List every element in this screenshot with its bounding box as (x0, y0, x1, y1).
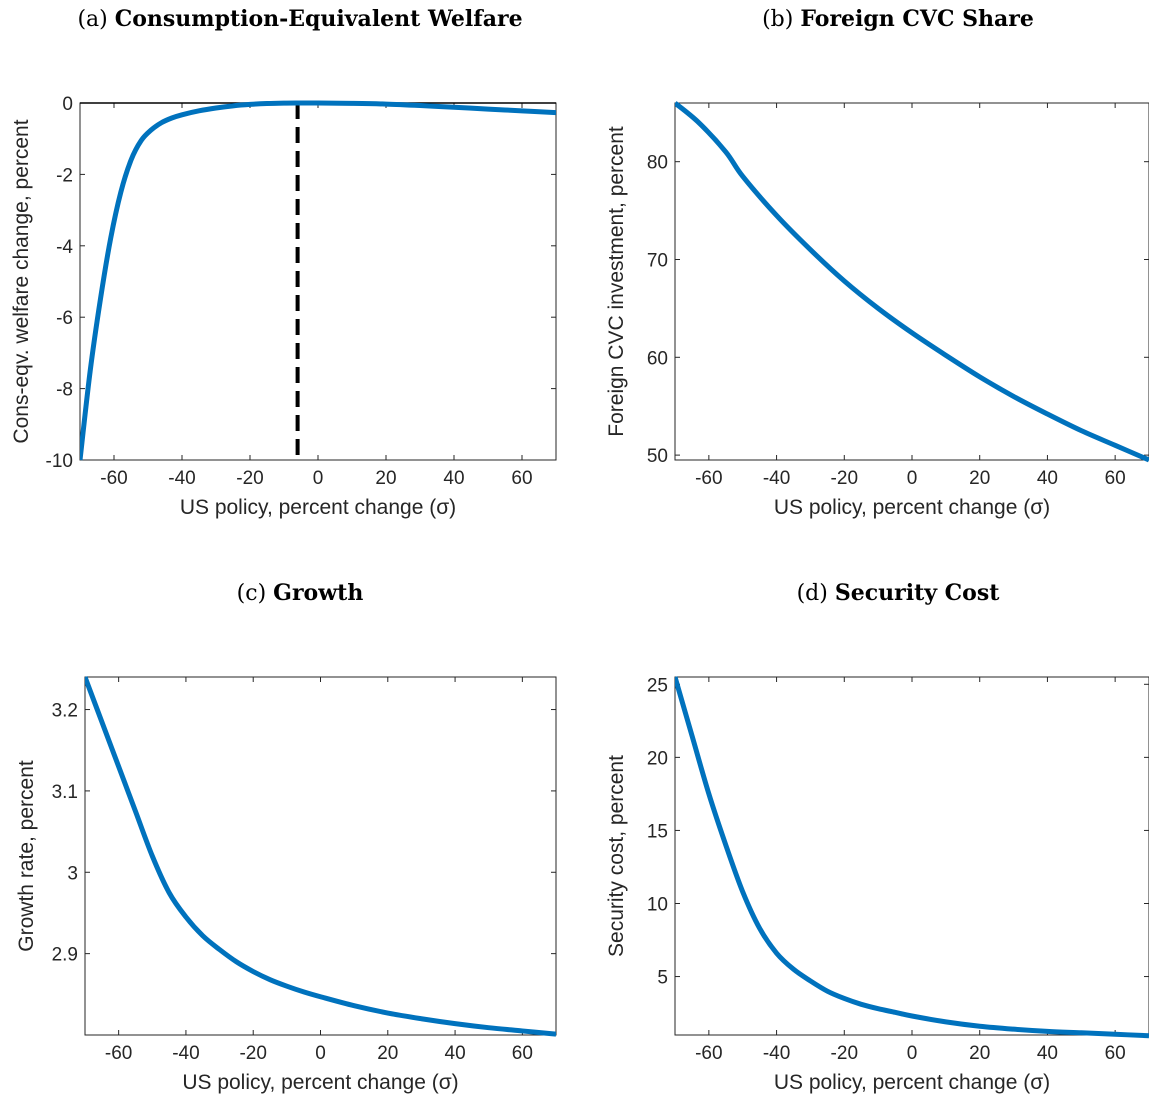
panel-c-xtick-label: 40 (445, 1043, 466, 1064)
panel-d-ytick-label: 15 (647, 821, 668, 842)
panel-d-series-line (675, 676, 1149, 1039)
panel-a-xlabel: US policy, percent change (σ) (180, 496, 456, 519)
panel-d-xtick-label: 60 (1105, 1043, 1126, 1064)
panel-c-ytick-label: 3.1 (52, 782, 78, 803)
panel-c-xtick-label: 60 (512, 1043, 533, 1064)
panel-a-xtick-label: -20 (236, 468, 263, 489)
panel-a-xtick-label: -60 (100, 468, 127, 489)
panel-b-xtick-label: 60 (1105, 468, 1126, 489)
panel-b-xtick-label: 20 (969, 468, 990, 489)
panel-a-series-line (80, 100, 556, 461)
panel-a-ytick-label: -4 (56, 237, 73, 258)
panel-b-xtick-label: -20 (831, 468, 858, 489)
panel-b-xlabel: US policy, percent change (σ) (774, 496, 1050, 519)
panel-c-label: (c) (236, 581, 267, 606)
panel-b-title-text: Foreign CVC Share (800, 6, 1034, 32)
panel-b: -60 -40 -20 0 20 40 60 50 60 70 80 US policy, perce… (605, 101, 1149, 519)
panel-d-ytick-label: 25 (647, 675, 668, 696)
panel-b-title: (b) Foreign CVC Share (762, 6, 1034, 32)
panel-d-xtick-label: 40 (1037, 1043, 1058, 1064)
panel-b-xtick-label: 40 (1037, 468, 1058, 489)
panel-d-xtick-label: -20 (831, 1043, 858, 1064)
panel-a-xtick-label: -40 (168, 468, 195, 489)
panel-a-xtick-label: 40 (443, 468, 464, 489)
panel-c-xtick-label: -20 (239, 1043, 266, 1064)
panel-b-label: (b) (762, 7, 794, 32)
panel-d-axes-box (674, 676, 1149, 1036)
panel-a-title: (a) Consumption-Equivalent Welfare (77, 6, 522, 32)
panel-a-xtick-label: 20 (375, 468, 396, 489)
panel-b-xtick-label: 0 (907, 468, 918, 489)
panel-c-xlabel: US policy, percent change (σ) (182, 1071, 458, 1094)
panel-b-ylabel: Foreign CVC investment, percent (605, 126, 628, 437)
panel-c-xtick-label: 20 (377, 1043, 398, 1064)
panel-d-ytick-label: 10 (647, 894, 668, 915)
panel-a-title-text: Consumption-Equivalent Welfare (114, 6, 523, 32)
panel-b-ytick-label: 80 (647, 153, 668, 174)
panel-a-axes-box (79, 102, 557, 461)
panel-c-ytick-label: 3 (67, 863, 78, 884)
panel-b-xtick-label: -40 (763, 468, 790, 489)
panel-d-xtick-label: -60 (695, 1043, 722, 1064)
panel-d-xlabel: US policy, percent change (σ) (774, 1071, 1050, 1094)
panel-b-xtick-label: -60 (695, 468, 722, 489)
panel-c-ytick-label: 3.2 (52, 701, 78, 722)
panel-c-xtick-label: 0 (315, 1043, 326, 1064)
panel-d-title: (d) Security Cost (797, 580, 1000, 606)
panel-c-title: (c) Growth (237, 580, 364, 606)
panel-a-ylabel: Cons-eqv. welfare change, percent (10, 119, 33, 443)
panel-a-ytick-label: -8 (56, 380, 73, 401)
panel-b-ytick-label: 70 (647, 250, 668, 271)
panel-c: -60 -40 -20 0 20 40 60 2.9 3 3.1 3.2 US policy, per… (15, 676, 557, 1094)
panel-a-ytick-label: -2 (56, 165, 73, 186)
panel-d-ytick-label: 20 (647, 748, 668, 769)
panel-d: -60 -40 -20 0 20 40 60 5 10 15 20 25 US policy, perc… (605, 675, 1149, 1094)
panel-d-xtick-label: 0 (907, 1043, 918, 1064)
panel-c-xtick-label: -40 (172, 1043, 199, 1064)
panel-b-axes-box (674, 102, 1149, 461)
panel-c-axes-box (84, 676, 557, 1036)
panel-a-ytick-label: 0 (62, 94, 73, 115)
panel-a-ytick-label: -6 (56, 308, 73, 329)
panel-c-ytick-label: 2.9 (52, 945, 78, 966)
panel-d-xtick-label: -40 (763, 1043, 790, 1064)
panel-c-title-text: Growth (273, 580, 364, 606)
panel-c-xtick-label: -60 (105, 1043, 132, 1064)
panel-b-series-line (675, 101, 1149, 463)
panel-b-ytick-label: 60 (647, 348, 668, 369)
panel-d-xtick-label: 20 (969, 1043, 990, 1064)
panel-a-ytick-label: -10 (46, 451, 73, 472)
panel-a-xtick-label: 60 (511, 468, 532, 489)
panel-c-series-line (85, 676, 556, 1037)
panel-d-label: (d) (796, 581, 828, 606)
panel-a-xtick-label: 0 (313, 468, 324, 489)
panel-b-ytick-label: 50 (647, 446, 668, 467)
panel-d-ytick-label: 5 (657, 968, 668, 989)
panel-d-ylabel: Security cost, percent (605, 755, 628, 957)
panel-a-label: (a) (77, 7, 108, 32)
panel-d-title-text: Security Cost (834, 580, 1000, 606)
panel-c-ylabel: Growth rate, percent (15, 760, 38, 952)
